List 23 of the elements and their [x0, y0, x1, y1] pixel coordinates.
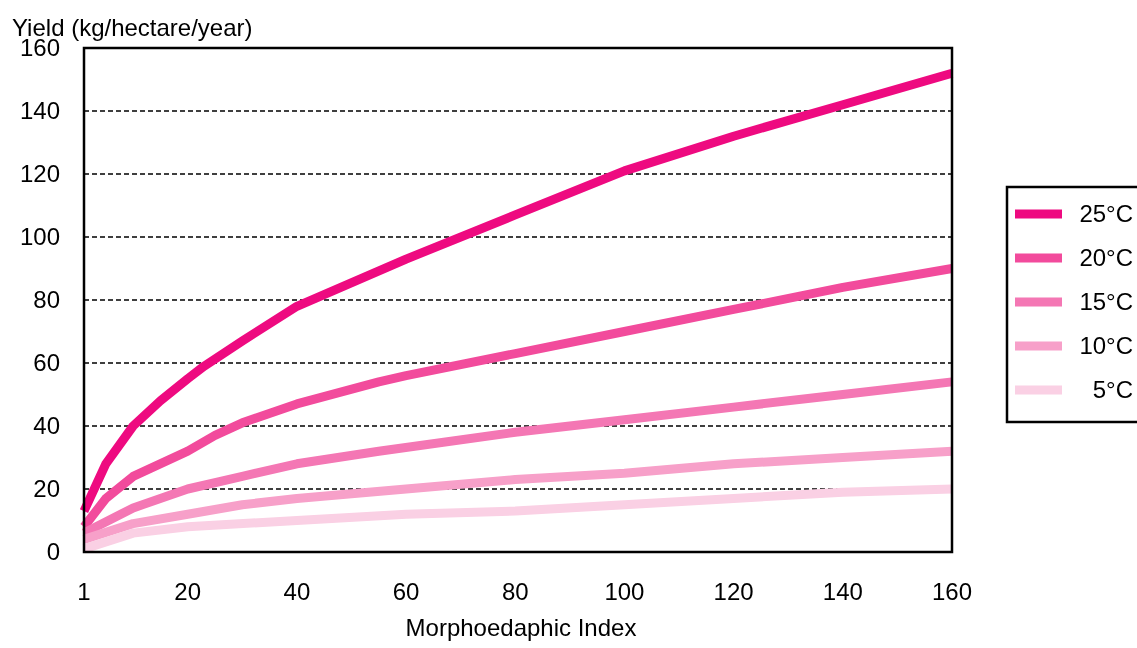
x-tick-label: 20 — [174, 578, 202, 605]
x-tick-label: 1 — [77, 578, 91, 605]
y-tick-label: 20 — [33, 475, 60, 503]
x-tick-label: 60 — [392, 578, 420, 605]
legend-label: 10°C — [1079, 332, 1133, 360]
x-tick-label: 160 — [931, 578, 973, 605]
x-tick-label: 120 — [713, 578, 754, 605]
x-tick-label: 80 — [501, 578, 529, 605]
y-tick-label: 60 — [33, 349, 60, 377]
x-tick-label: 100 — [604, 578, 645, 605]
legend-label: 15°C — [1079, 288, 1133, 316]
y-tick-label: 80 — [33, 286, 60, 314]
y-tick-label: 120 — [19, 160, 60, 188]
legend-label: 25°C — [1079, 200, 1133, 228]
y-tick-label: 100 — [19, 223, 60, 251]
legend-label: 20°C — [1079, 244, 1133, 272]
x-tick-label: 140 — [822, 578, 863, 605]
x-tick-label: 40 — [283, 578, 311, 605]
y-tick-label: 40 — [33, 412, 60, 440]
x-axis-title: Morphoedaphic Index — [405, 614, 637, 641]
y-tick-label: 140 — [19, 97, 60, 125]
legend-label: 5°C — [1086, 376, 1133, 404]
y-tick-label: 0 — [46, 538, 60, 566]
